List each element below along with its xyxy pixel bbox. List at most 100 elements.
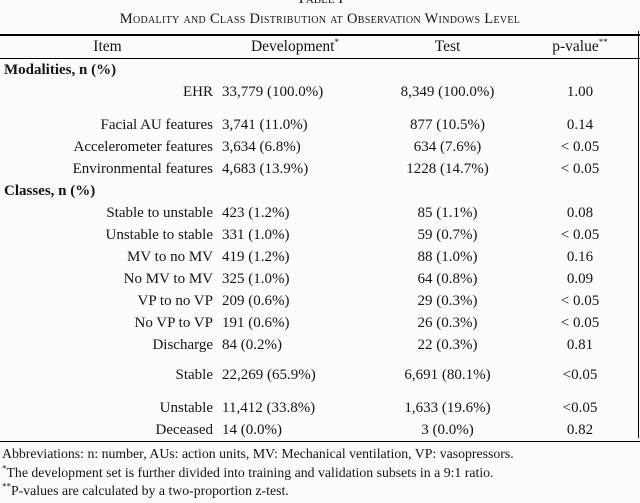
item-cell: Stable <box>175 367 214 383</box>
pvalue-cell: 0.81 <box>566 337 594 353</box>
development-cell <box>215 180 375 202</box>
table-row: No VP to VP 191 (0.6%) 26 (0.3%) < 0.05 <box>0 312 640 334</box>
table-footnotes: Abbreviations: n: number, AUs: action un… <box>0 442 640 501</box>
table-row: Facial AU features 3,741 (11.0%) 877 (10.5… <box>0 114 640 136</box>
item-cell: Facial AU features <box>100 117 213 133</box>
test-cell: 29 (0.3%) <box>417 293 478 309</box>
development-cell <box>215 59 375 81</box>
pvalue-cell <box>520 180 640 202</box>
footnote-text: The development set is further divided i… <box>6 464 494 480</box>
test-cell <box>375 59 520 81</box>
item-cell: Deceased <box>155 422 213 438</box>
pvalue-cell: < 0.05 <box>560 315 600 331</box>
pvalue-cell: 0.14 <box>566 117 594 133</box>
item-cell: EHR <box>183 84 213 100</box>
section-header-row: Classes, n (%) <box>0 180 640 202</box>
footnote-marker: * <box>2 462 7 473</box>
item-cell: Environmental features <box>72 161 213 177</box>
item-cell: Stable to unstable <box>106 205 213 221</box>
table-row: Stable 22,269 (65.9%) 6,691 (80.1%) <0.05 <box>0 364 640 386</box>
test-cell: 64 (0.8%) <box>417 271 478 287</box>
development-cell: 331 (1.0%) <box>222 227 290 243</box>
table-row: Unstable 11,412 (33.8%) 1,633 (19.6%) <0.05 <box>0 397 640 419</box>
item-cell: VP to no VP <box>137 293 213 309</box>
header-divider-rule <box>0 58 640 59</box>
pvalue-cell: < 0.05 <box>560 161 600 177</box>
test-cell: 1,633 (19.6%) <box>404 400 491 416</box>
table-row: Accelerometer features 3,634 (6.8%) 634 (7… <box>0 136 640 158</box>
test-cell: 88 (1.0%) <box>417 249 478 265</box>
item-cell: Unstable to stable <box>105 227 213 243</box>
table-row: Stable to unstable 423 (1.2%) 85 (1.1%) 0.0… <box>0 202 640 224</box>
table-row: No MV to MV 325 (1.0%) 64 (0.8%) 0.09 <box>0 268 640 290</box>
pvalue-cell: < 0.05 <box>560 293 600 309</box>
pvalue-cell: < 0.05 <box>560 139 600 155</box>
item-cell: No VP to VP <box>134 315 213 331</box>
pvalue-footnote-marker: ** <box>598 36 608 47</box>
footnote-pvalue: **P-values are calculated by a two-propo… <box>2 482 638 501</box>
page-right-edge-line <box>637 31 639 438</box>
col-header-item-label: Item <box>93 38 122 55</box>
pvalue-cell <box>520 59 640 81</box>
development-cell: 33,779 (100.0%) <box>222 84 324 100</box>
pvalue-cell: 0.16 <box>566 249 594 265</box>
pvalue-cell: < 0.05 <box>560 227 600 243</box>
development-cell: 419 (1.2%) <box>222 249 290 265</box>
pvalue-cell: 0.08 <box>566 205 594 221</box>
development-cell: 22,269 (65.9%) <box>222 367 316 383</box>
test-cell: 59 (0.7%) <box>417 227 478 243</box>
development-cell: 14 (0.0%) <box>222 422 282 438</box>
item-cell: Discharge <box>152 337 213 353</box>
pvalue-cell: 0.82 <box>566 422 594 438</box>
footnote-text: P-values are calculated by a two-proport… <box>11 483 289 498</box>
development-cell: 191 (0.6%) <box>222 315 290 331</box>
test-cell: 85 (1.1%) <box>417 205 478 221</box>
pvalue-cell: <0.05 <box>562 367 598 383</box>
table-top-rule <box>0 34 640 36</box>
development-cell: 84 (0.2%) <box>222 337 282 353</box>
section-label: Classes, n (%) <box>4 183 96 199</box>
pvalue-cell: 0.09 <box>566 271 594 287</box>
pvalue-cell: <0.05 <box>562 400 598 416</box>
test-cell: 1228 (14.7%) <box>406 161 489 177</box>
table-header-row: Item Development* Test p-value** <box>0 36 640 58</box>
col-header-test: Test <box>375 36 520 58</box>
test-cell: 22 (0.3%) <box>417 337 478 353</box>
development-cell: 3,741 (11.0%) <box>222 117 308 133</box>
footnote-marker: ** <box>2 481 11 492</box>
item-cell: Accelerometer features <box>73 139 214 155</box>
section-header-row: Modalities, n (%) <box>0 59 640 81</box>
footnote-text: Abbreviations: n: number, AUs: action un… <box>2 446 514 461</box>
table-bottom-rule <box>0 441 640 442</box>
col-header-pvalue: p-value** <box>520 36 640 58</box>
table-row: EHR 33,779 (100.0%) 8,349 (100.0%) 1.00 <box>0 81 640 103</box>
test-cell: 877 (10.5%) <box>410 117 485 133</box>
pvalue-cell: 1.00 <box>566 84 594 100</box>
col-header-development: Development* <box>215 36 375 58</box>
table-row: Environmental features 4,683 (13.9%) 1228 … <box>0 158 640 180</box>
footnote-development: *The development set is further divided … <box>2 462 638 483</box>
test-cell: 634 (7.6%) <box>413 139 482 155</box>
col-header-item: Item <box>0 36 215 58</box>
item-cell: No MV to MV <box>123 271 213 287</box>
development-cell: 3,634 (6.8%) <box>222 139 301 155</box>
table-row: MV to no MV 419 (1.2%) 88 (1.0%) 0.16 <box>0 246 640 268</box>
development-cell: 4,683 (13.9%) <box>222 161 309 177</box>
development-cell: 325 (1.0%) <box>222 271 290 287</box>
table-body: Modalities, n (%) EHR 33,779 (100.0%) 8,349… <box>0 59 640 441</box>
col-header-development-label: Development <box>250 38 335 55</box>
development-footnote-marker: * <box>334 36 340 47</box>
table-row: VP to no VP 209 (0.6%) 29 (0.3%) < 0.05 <box>0 290 640 312</box>
table-row: Discharge 84 (0.2%) 22 (0.3%) 0.81 <box>0 334 640 356</box>
table-subtitle: Modality and Class Distribution at Obser… <box>119 11 521 27</box>
test-cell: 3 (0.0%) <box>421 422 474 438</box>
table-row: Deceased 14 (0.0%) 3 (0.0%) 0.82 <box>0 419 640 441</box>
development-cell: 11,412 (33.8%) <box>222 400 316 416</box>
section-label: Modalities, n (%) <box>4 62 117 78</box>
item-cell: Unstable <box>159 400 213 416</box>
col-header-pvalue-label: p-value <box>552 38 599 55</box>
table-row: Unstable to stable 331 (1.0%) 59 (0.7%) < 0… <box>0 224 640 246</box>
footnote-abbreviations: Abbreviations: n: number, AUs: action un… <box>2 445 638 464</box>
test-cell: 6,691 (80.1%) <box>404 367 491 383</box>
